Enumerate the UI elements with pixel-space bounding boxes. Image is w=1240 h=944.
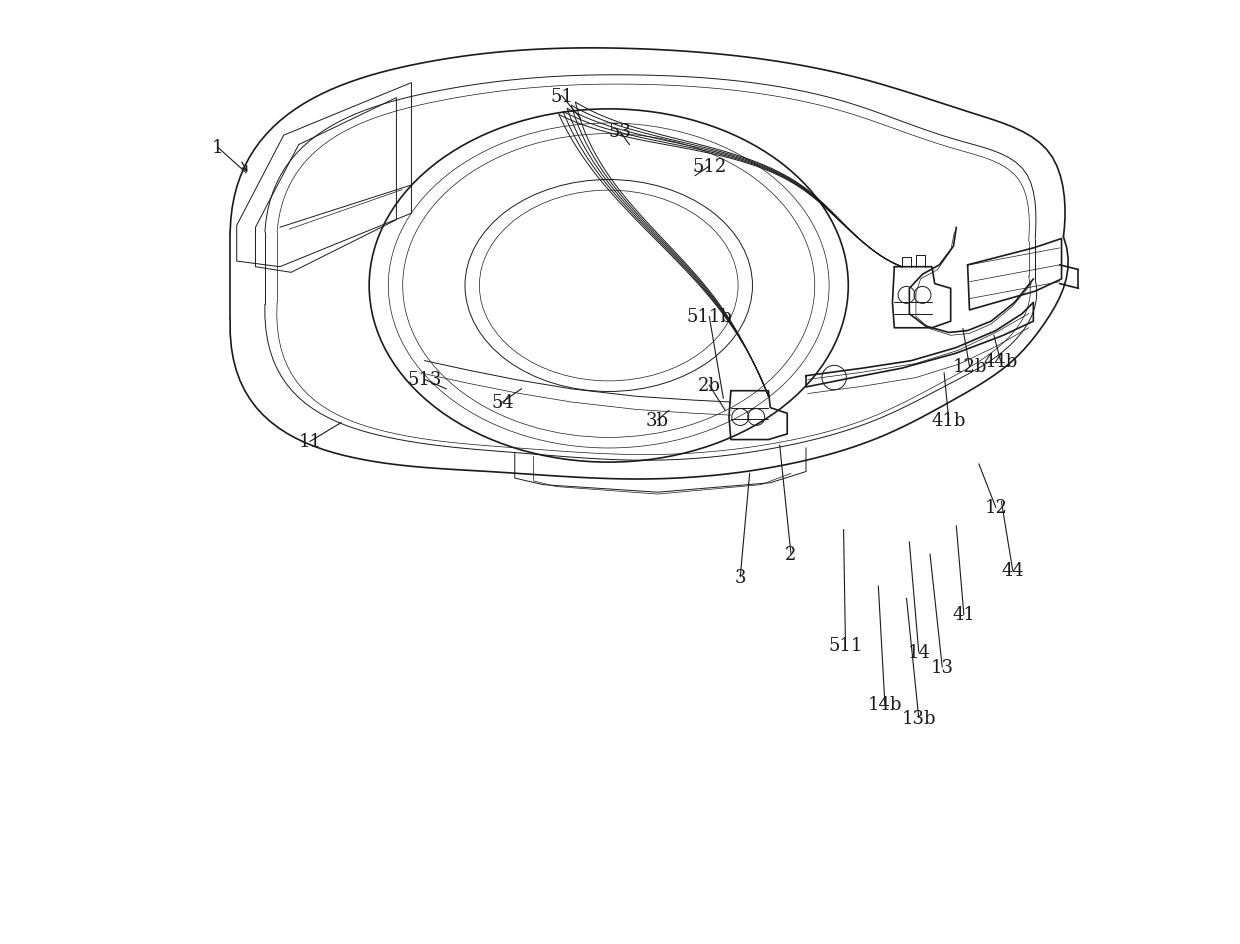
Text: 51: 51 bbox=[551, 88, 573, 106]
Text: 41: 41 bbox=[952, 606, 976, 624]
Text: 12: 12 bbox=[985, 498, 1007, 516]
Text: 54: 54 bbox=[491, 394, 513, 412]
Text: 44b: 44b bbox=[983, 352, 1018, 370]
Text: 13b: 13b bbox=[901, 709, 936, 727]
Text: 14b: 14b bbox=[868, 696, 903, 714]
Text: 513: 513 bbox=[408, 371, 441, 389]
Text: 13: 13 bbox=[931, 658, 954, 676]
Text: 2: 2 bbox=[785, 546, 796, 564]
Text: 12b: 12b bbox=[952, 358, 987, 376]
Text: 511b: 511b bbox=[686, 308, 732, 326]
Text: 44: 44 bbox=[1002, 562, 1024, 580]
Text: 511: 511 bbox=[828, 636, 863, 654]
Text: 11: 11 bbox=[299, 433, 321, 451]
Text: 41b: 41b bbox=[931, 412, 966, 430]
Text: 512: 512 bbox=[692, 158, 727, 176]
Text: 1: 1 bbox=[212, 140, 223, 158]
Text: 53: 53 bbox=[609, 124, 631, 142]
Text: 3: 3 bbox=[734, 568, 746, 586]
Text: 2b: 2b bbox=[698, 377, 720, 395]
Text: 3b: 3b bbox=[646, 412, 670, 430]
Text: 14: 14 bbox=[908, 643, 930, 661]
